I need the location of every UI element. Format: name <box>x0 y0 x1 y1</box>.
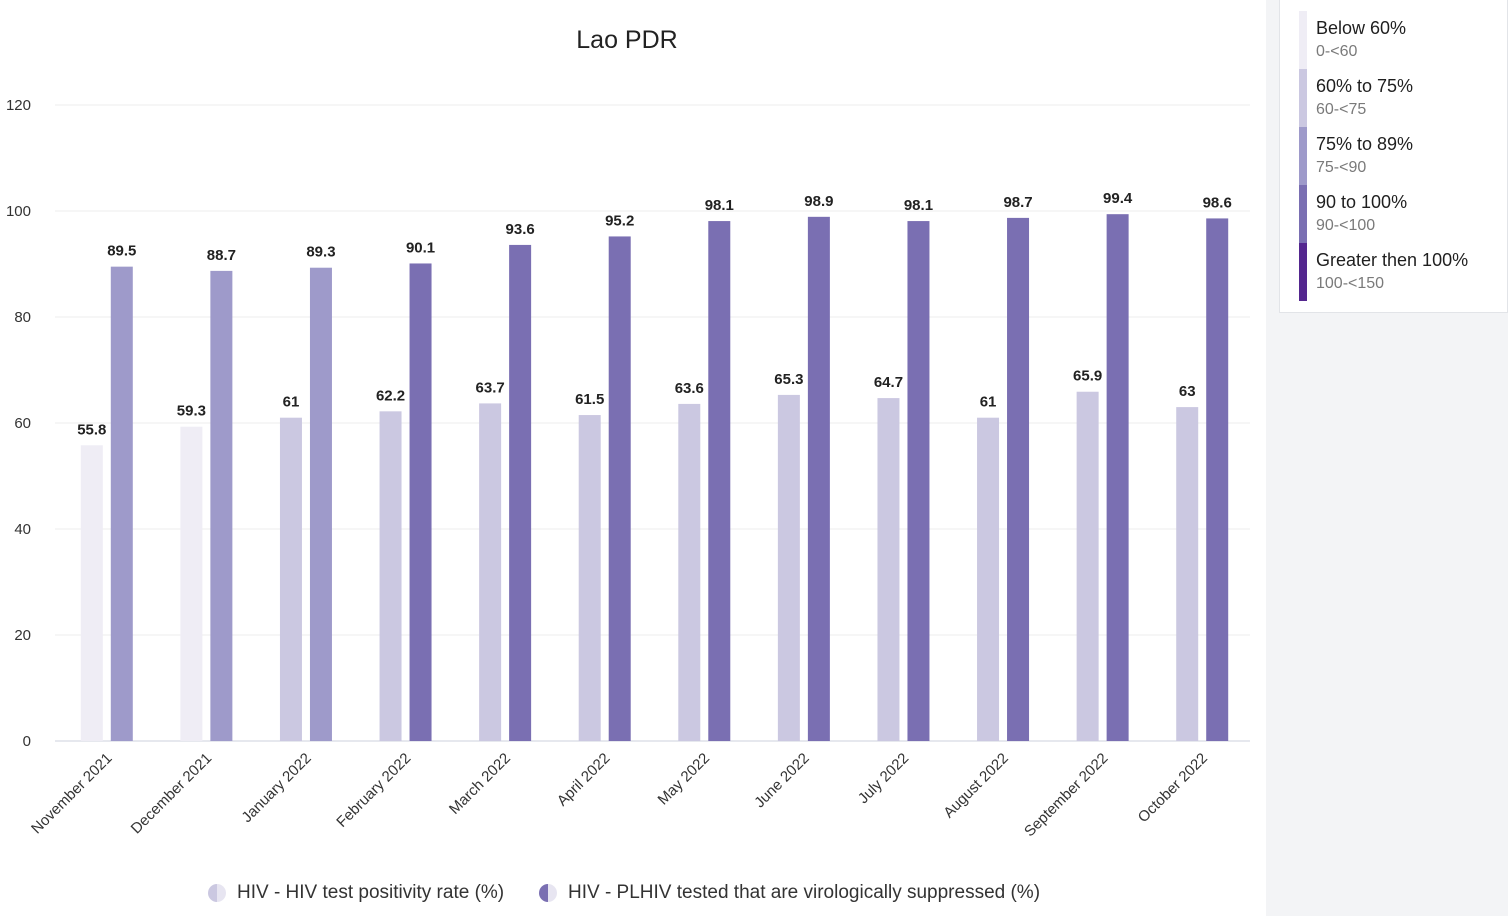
x-tick-label: December 2021 <box>128 750 215 837</box>
x-tick-label: February 2022 <box>333 750 414 831</box>
bar-series-1[interactable] <box>379 411 402 741</box>
color-scale-range: 75-<90 <box>1316 159 1367 176</box>
color-scale-label: 75% to 89% <box>1316 134 1414 154</box>
data-label: 59.3 <box>177 403 206 420</box>
color-scale-label: 60% to 75% <box>1316 76 1414 96</box>
x-tick-label: April 2022 <box>554 750 614 810</box>
color-swatch <box>1299 127 1307 185</box>
color-scale-label: Below 60% <box>1316 18 1407 38</box>
color-scale-range: 60-<75 <box>1316 101 1367 118</box>
chart-title: Lao PDR <box>576 26 677 54</box>
chart-area: Lao PDR 0 20 40 60 80 100 120 55.8 89.5 November… <box>5 26 1250 906</box>
x-tick-label: March 2022 <box>446 750 514 818</box>
data-label: 64.7 <box>874 374 903 391</box>
bar-series-1[interactable] <box>1076 391 1099 741</box>
bar-series-1[interactable] <box>578 415 601 741</box>
color-scale-range: 100-<150 <box>1316 275 1385 292</box>
data-label: 98.9 <box>804 193 833 210</box>
half-circle-icon <box>208 884 226 902</box>
data-label: 98.7 <box>1003 194 1032 211</box>
bar-series-1[interactable] <box>977 417 1000 741</box>
half-circle-icon <box>539 884 557 902</box>
bar-series-2[interactable] <box>309 267 332 741</box>
x-tick-label: June 2022 <box>751 750 813 812</box>
data-label: 61 <box>980 394 997 411</box>
bar-series-1[interactable] <box>777 394 800 741</box>
data-label: 88.7 <box>207 247 236 264</box>
bar-series-2[interactable] <box>110 266 133 741</box>
x-tick-label: September 2022 <box>1021 750 1111 840</box>
bar-series-1[interactable] <box>80 445 103 741</box>
bar-series-2[interactable] <box>807 216 830 741</box>
color-swatch <box>1299 69 1307 127</box>
legend-item-series-2[interactable]: HIV - PLHIV tested that are virologicall… <box>539 880 1040 906</box>
data-label: 65.3 <box>774 371 803 388</box>
bar-series-1[interactable] <box>1176 407 1199 741</box>
bar-series-1[interactable] <box>279 417 302 741</box>
data-label: 99.4 <box>1103 190 1133 207</box>
data-label: 55.8 <box>77 421 106 438</box>
color-swatch <box>1299 185 1307 243</box>
data-label: 89.5 <box>107 243 136 260</box>
bar-series-2[interactable] <box>608 236 631 741</box>
bar-series-2[interactable] <box>1007 217 1030 741</box>
color-scale-label: Greater then 100% <box>1316 250 1469 270</box>
y-tick-label: 100 <box>6 203 31 220</box>
color-swatch <box>1299 11 1307 69</box>
legend-label-series-2: HIV - PLHIV tested that are virologicall… <box>568 882 1041 903</box>
data-label: 63 <box>1179 383 1196 400</box>
color-scale-item-90-100[interactable]: 90 to 100% 90-<100 <box>1280 185 1508 243</box>
data-label: 90.1 <box>406 239 435 256</box>
data-label: 61.5 <box>575 391 604 408</box>
data-label: 62.2 <box>376 387 405 404</box>
bar-series-2[interactable] <box>1206 218 1229 742</box>
y-tick-label: 60 <box>14 415 31 432</box>
y-tick-label: 20 <box>14 627 31 644</box>
bar-series-1[interactable] <box>180 426 203 741</box>
data-label: 98.1 <box>705 197 734 214</box>
x-tick-label: January 2022 <box>238 750 314 826</box>
bar-series-2[interactable] <box>409 263 432 741</box>
x-tick-label: August 2022 <box>940 750 1012 822</box>
x-tick-label: November 2021 <box>28 750 115 837</box>
bar-series-1[interactable] <box>877 398 900 741</box>
color-swatch <box>1299 243 1307 301</box>
data-label: 63.7 <box>476 379 505 396</box>
bar-series-2[interactable] <box>509 244 532 742</box>
color-scale-range: 90-<100 <box>1316 217 1376 234</box>
bar-series-2[interactable] <box>210 270 233 741</box>
y-tick-label: 80 <box>14 309 31 326</box>
color-scale-range: 0-<60 <box>1316 43 1358 60</box>
bar-series-1[interactable] <box>678 403 701 741</box>
color-scale-item-75-89[interactable]: 75% to 89% 75-<90 <box>1280 127 1508 185</box>
data-label: 98.6 <box>1203 194 1232 211</box>
data-label: 98.1 <box>904 197 933 214</box>
y-tick-label: 40 <box>14 521 31 538</box>
bar-series-2[interactable] <box>708 221 731 741</box>
legend-label-series-1: HIV - HIV test positivity rate (%) <box>237 882 505 903</box>
data-label: 93.6 <box>506 221 535 238</box>
y-tick-label: 0 <box>23 733 31 750</box>
x-tick-label: October 2022 <box>1135 750 1211 826</box>
data-label: 61 <box>283 394 300 411</box>
color-scale-item-below-60[interactable]: Below 60% 0-<60 <box>1280 11 1508 69</box>
color-scale-legend: Below 60% 0-<60 60% to 75% 60-<75 75% to… <box>1279 0 1508 313</box>
bar-series-2[interactable] <box>907 221 930 741</box>
data-label: 65.9 <box>1073 368 1102 385</box>
legend-item-series-1[interactable]: HIV - HIV test positivity rate (%) <box>208 880 504 906</box>
x-tick-label: May 2022 <box>655 750 714 809</box>
data-label: 95.2 <box>605 212 634 229</box>
bar-series-1[interactable] <box>479 403 502 741</box>
data-label: 63.6 <box>675 380 704 397</box>
color-scale-item-above-100[interactable]: Greater then 100% 100-<150 <box>1280 243 1508 301</box>
color-scale-label: 90 to 100% <box>1316 192 1408 212</box>
y-tick-label: 120 <box>6 97 31 114</box>
x-tick-label: July 2022 <box>855 750 912 807</box>
data-label: 89.3 <box>306 244 335 261</box>
color-scale-item-60-75[interactable]: 60% to 75% 60-<75 <box>1280 69 1508 127</box>
bar-chart: Lao PDR 0 20 40 60 80 100 120 55.8 89.5 November… <box>6 26 1250 840</box>
bar-series-2[interactable] <box>1106 214 1129 741</box>
